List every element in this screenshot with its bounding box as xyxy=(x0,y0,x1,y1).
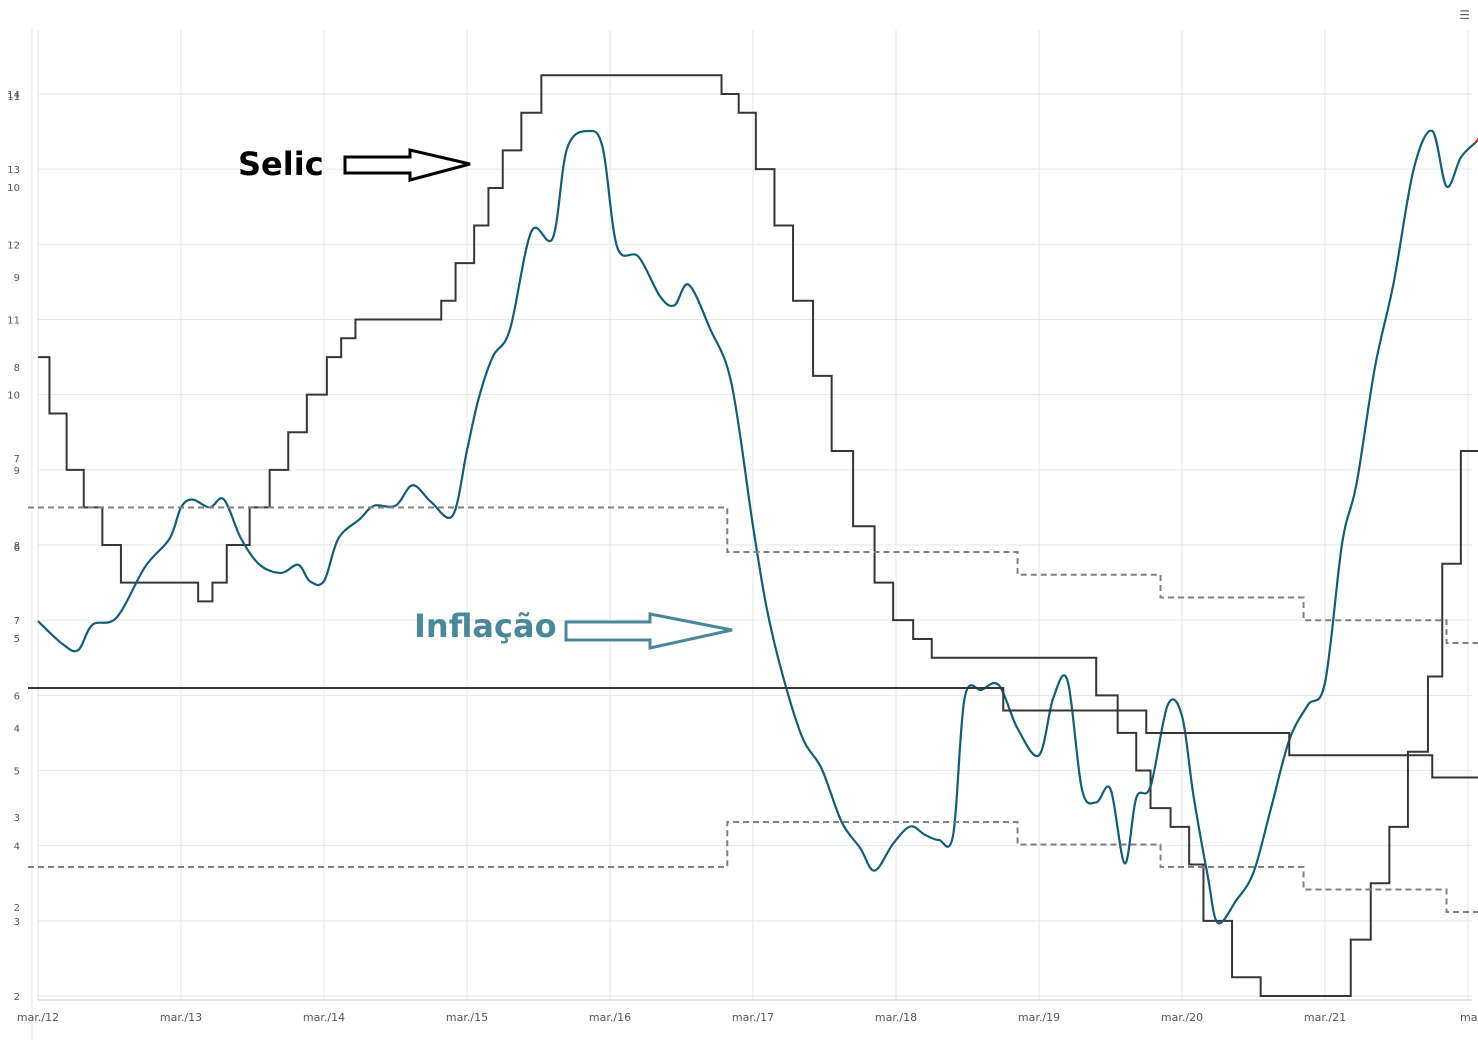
x-tick-label: mar./18 xyxy=(875,1011,917,1024)
y-tick-label-selic: 10 xyxy=(7,391,20,402)
y-tick-label-inflation: 11 xyxy=(7,92,20,103)
y-tick-label-inflation: 9 xyxy=(14,273,20,284)
y-tick-label-selic: 3 xyxy=(14,917,20,928)
y-tick-label-selic: 5 xyxy=(14,767,20,778)
y-tick-label-inflation: 8 xyxy=(14,363,20,374)
selic-annotation-label: Selic xyxy=(238,145,324,183)
series-inflation-latest-line xyxy=(1474,137,1478,144)
x-tick-label: mar./15 xyxy=(446,1011,488,1024)
inflation-annotation-label: Inflação xyxy=(414,607,557,645)
x-tick-label: mar./12 xyxy=(17,1011,59,1024)
y-tick-label-selic: 6 xyxy=(14,691,20,702)
x-tick-label: mar./16 xyxy=(589,1011,631,1024)
series-inflation-line xyxy=(37,129,1476,925)
y-tick-label-selic: 14 xyxy=(7,90,20,101)
x-tick-label: mar./19 xyxy=(1018,1011,1060,1024)
x-tick-label: mar./20 xyxy=(1161,1011,1203,1024)
x-tick-label: mar./21 xyxy=(1304,1011,1346,1024)
y-tick-label-selic: 9 xyxy=(14,466,20,477)
y-tick-label-inflation: 4 xyxy=(14,724,20,735)
y-axis-ticks: 2 3 4 5 6 7 8 9 10 11 12 13 14 2 3 4 5 6 7 8 9 10 11 xyxy=(7,90,20,1003)
selic-annotation-arrow xyxy=(343,148,471,182)
x-tick-label: mar./13 xyxy=(160,1011,202,1024)
y-tick-label-selic: 4 xyxy=(14,842,20,853)
y-tick-label-selic: 13 xyxy=(7,165,20,176)
y-tick-label-selic: 8 xyxy=(14,541,20,552)
y-tick-label-inflation: 5 xyxy=(14,634,20,645)
inflation-annotation-arrow xyxy=(564,612,733,650)
y-tick-label-inflation: 10 xyxy=(7,183,20,194)
series-layer xyxy=(27,74,1478,997)
y-tick-label-selic: 11 xyxy=(7,316,20,327)
x-tick-label: mar./14 xyxy=(303,1011,345,1024)
x-axis-ticks: mar./12 mar./13 mar./14 mar./15 mar./16 mar./… xyxy=(17,1011,1478,1024)
series-target-upper-line xyxy=(27,506,1478,644)
y-tick-label-inflation: 3 xyxy=(14,813,20,824)
series-target-lower-line xyxy=(27,821,1478,913)
y-tick-label-inflation: 6 xyxy=(14,543,20,554)
y-tick-label-selic: 7 xyxy=(14,616,20,627)
y-tick-label-inflation: 7 xyxy=(14,454,20,465)
y-tick-label-inflation: 2 xyxy=(14,903,20,914)
x-tick-label: mar. xyxy=(1460,1011,1478,1024)
series-inflation-target-line xyxy=(27,687,1478,779)
x-tick-label: mar./17 xyxy=(732,1011,774,1024)
menu-icon[interactable]: ☰ xyxy=(1459,8,1470,22)
gridlines xyxy=(31,28,1472,1040)
y-tick-label-selic: 12 xyxy=(7,240,20,251)
y-tick-label-selic: 2 xyxy=(14,992,20,1003)
series-selic-line xyxy=(38,74,1478,997)
